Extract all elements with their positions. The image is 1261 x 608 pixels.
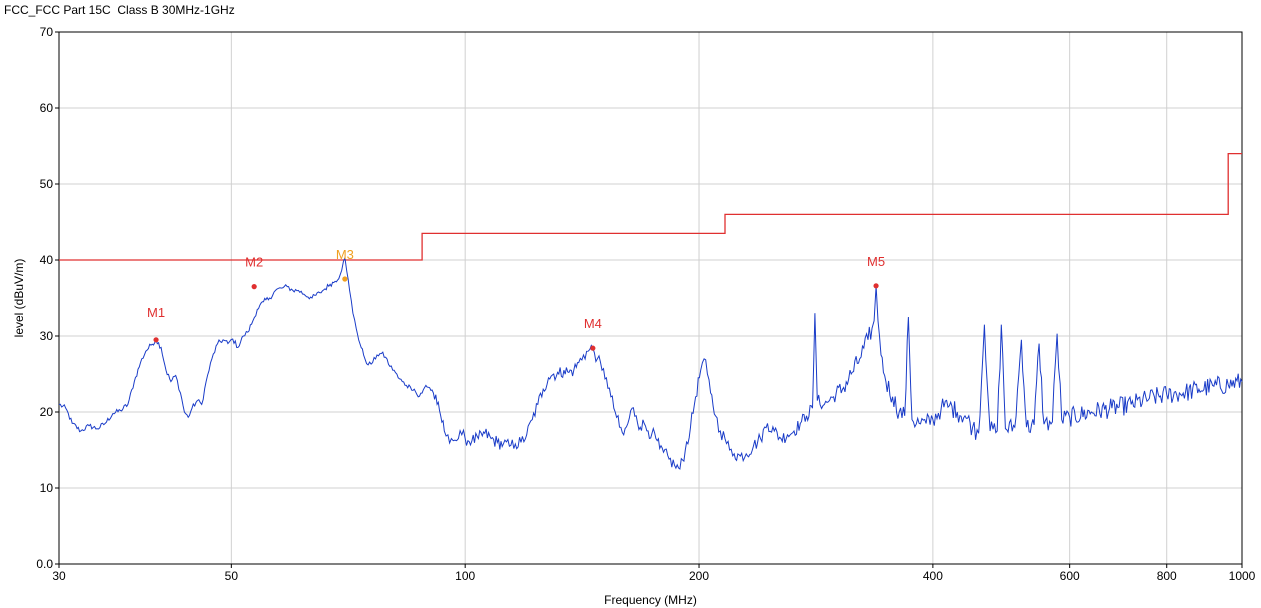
x-tick-label: 30 (52, 569, 66, 583)
y-tick-label: 30 (40, 329, 54, 343)
marker-label: M5 (867, 254, 885, 269)
marker-point (153, 337, 159, 343)
x-tick-label: 400 (923, 569, 943, 583)
x-tick-label: 600 (1060, 569, 1080, 583)
y-tick-label: 40 (40, 253, 54, 267)
y-tick-label: 20 (40, 405, 54, 419)
x-tick-label: 1000 (1229, 569, 1256, 583)
limit-line (59, 152, 1242, 261)
y-tick-label: 60 (40, 101, 54, 115)
x-tick-label: 800 (1157, 569, 1177, 583)
y-tick-label: 10 (40, 481, 54, 495)
y-tick-label: 70 (40, 25, 54, 39)
y-axis-title: level (dBuV/m) (12, 259, 26, 338)
x-tick-label: 50 (225, 569, 239, 583)
y-tick-label: 0.0 (36, 557, 53, 571)
marker-label: M2 (245, 255, 263, 270)
marker-point (342, 276, 348, 282)
x-axis-title: Frequency (MHz) (604, 593, 697, 607)
x-tick-label: 200 (689, 569, 709, 583)
x-tick-label: 100 (455, 569, 475, 583)
marker-label: M3 (336, 247, 354, 262)
marker-point (251, 284, 257, 290)
chart-title: FCC_FCC Part 15C Class B 30MHz-1GHz (4, 3, 235, 17)
marker-point (873, 283, 879, 289)
y-tick-label: 50 (40, 177, 54, 191)
marker-label: M1 (147, 305, 165, 320)
plot-background (59, 32, 1242, 564)
marker-label: M4 (584, 316, 602, 331)
marker-point (590, 345, 596, 351)
measurement-trace (58, 255, 1243, 470)
plot-frame (58, 31, 1243, 565)
